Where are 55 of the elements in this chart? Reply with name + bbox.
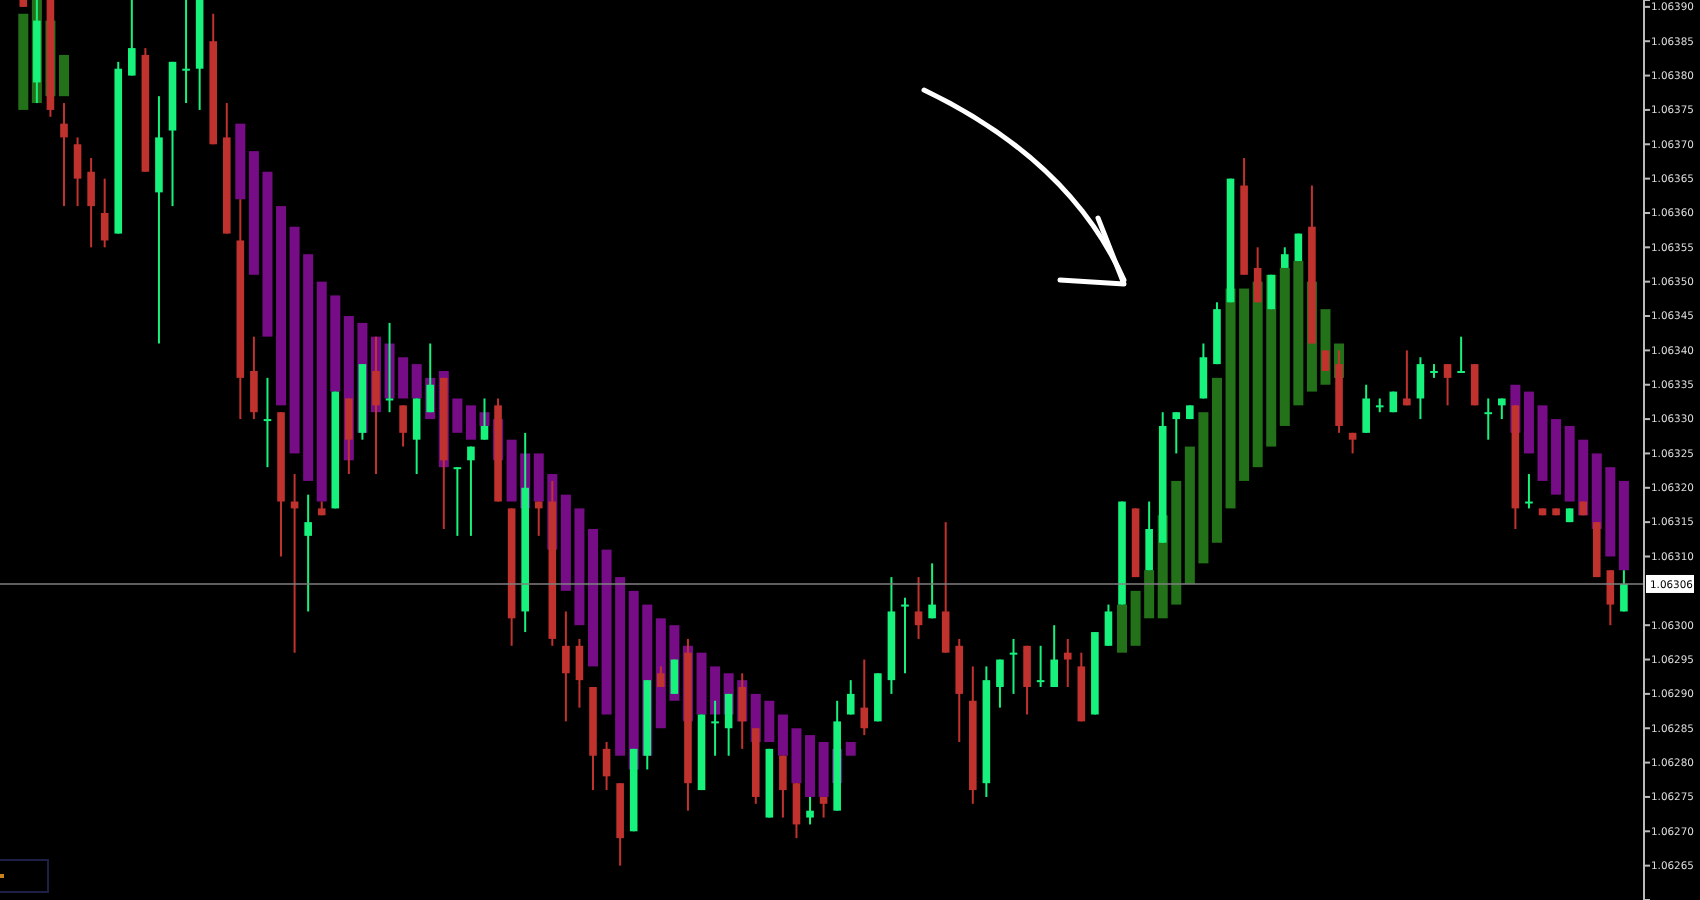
candlestick bbox=[60, 102, 68, 208]
candlestick bbox=[1280, 246, 1289, 269]
candlestick bbox=[1063, 637, 1072, 689]
candlestick bbox=[562, 610, 570, 723]
candlestick bbox=[1023, 644, 1031, 716]
bar bbox=[18, 13, 29, 110]
candlestick bbox=[1253, 246, 1262, 304]
candlestick bbox=[1050, 624, 1058, 689]
bar bbox=[1523, 391, 1534, 454]
candlestick bbox=[901, 596, 909, 675]
candlestick bbox=[1362, 383, 1370, 434]
candlestick bbox=[1036, 644, 1045, 689]
bar bbox=[588, 529, 599, 667]
candlestick bbox=[100, 177, 109, 249]
candlestick bbox=[263, 376, 272, 469]
candlestick bbox=[453, 466, 462, 537]
candlestick bbox=[1470, 363, 1479, 407]
candlestick bbox=[182, 0, 190, 105]
candlestick bbox=[941, 521, 950, 654]
candlestick bbox=[1484, 397, 1493, 441]
candlestick bbox=[73, 136, 82, 208]
candlestick bbox=[738, 672, 747, 750]
candlestick bbox=[996, 658, 1004, 709]
candlestick bbox=[1525, 473, 1533, 510]
candlestick bbox=[304, 493, 312, 613]
bar bbox=[1618, 480, 1629, 571]
candlestick bbox=[1009, 637, 1018, 695]
candlestick bbox=[1172, 411, 1181, 455]
candlestick bbox=[399, 404, 407, 448]
bar bbox=[276, 206, 287, 406]
candlestick bbox=[1457, 335, 1465, 373]
candlestick bbox=[1498, 397, 1506, 421]
candlestick bbox=[128, 0, 136, 77]
candlestick bbox=[1443, 363, 1452, 407]
candlestick bbox=[928, 562, 936, 620]
candlestick bbox=[250, 335, 258, 421]
bar bbox=[235, 123, 246, 200]
bar bbox=[1211, 377, 1222, 543]
candlestick bbox=[846, 679, 855, 716]
candlestick bbox=[1199, 342, 1208, 400]
candlestick bbox=[372, 335, 380, 476]
candlestick bbox=[467, 445, 475, 537]
candlestick bbox=[860, 658, 869, 737]
candlestick bbox=[1403, 349, 1411, 407]
bar bbox=[59, 54, 69, 97]
candlestick bbox=[1104, 603, 1113, 647]
candlestick bbox=[914, 576, 923, 640]
bar bbox=[805, 735, 816, 797]
bar bbox=[845, 741, 856, 756]
bar bbox=[1117, 604, 1128, 653]
candlestick bbox=[602, 740, 611, 792]
candlestick bbox=[87, 157, 95, 249]
candlestick bbox=[575, 637, 584, 709]
candlestick bbox=[1416, 356, 1425, 421]
candlestick bbox=[1321, 349, 1330, 372]
